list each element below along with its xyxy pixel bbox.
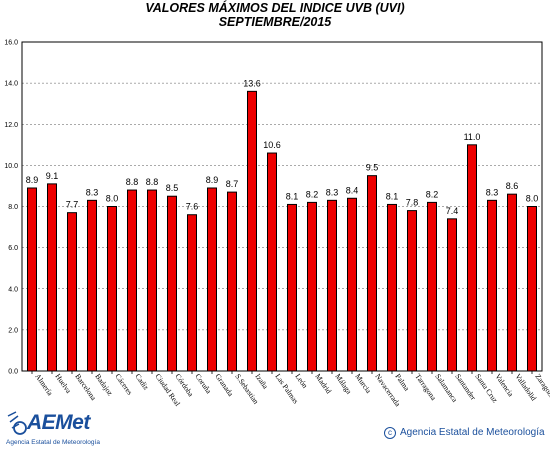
x-category-label: Murcia <box>353 372 373 395</box>
x-category-label: Cadiz <box>133 372 151 392</box>
bar <box>287 203 297 372</box>
bar <box>127 189 137 372</box>
bar <box>527 206 537 372</box>
y-tick-label: 6.0 <box>8 245 18 252</box>
data-label: 7.8 <box>406 198 419 208</box>
bar <box>367 175 377 372</box>
y-tick-label: 8.0 <box>8 204 18 211</box>
logo-wordmark: AEMet <box>27 411 90 434</box>
data-label: 8.3 <box>326 187 339 197</box>
x-category-label: Izaña <box>253 372 270 391</box>
data-label: 8.3 <box>486 187 499 197</box>
data-label: 8.2 <box>426 189 439 199</box>
data-label: 8.1 <box>386 191 399 201</box>
aemet-logo <box>7 411 27 435</box>
copyright-icon: c <box>384 427 396 439</box>
data-label: 8.8 <box>126 177 139 187</box>
data-label: 8.6 <box>506 181 519 191</box>
bar <box>227 191 237 372</box>
data-label: 9.5 <box>366 163 379 173</box>
bar <box>327 199 337 372</box>
bar <box>207 187 217 372</box>
x-category-label: Coruña <box>193 372 213 396</box>
bar <box>507 193 517 372</box>
bar <box>407 210 417 372</box>
data-label: 9.1 <box>46 171 59 181</box>
x-category-label: Málaga <box>333 372 354 396</box>
chart-title: VALORES MÁXIMOS DEL INDICE UVB (UVI) <box>145 1 405 15</box>
x-category-label: Almería <box>33 372 55 398</box>
bar <box>87 199 97 372</box>
bar <box>487 199 497 372</box>
data-label: 8.4 <box>346 185 359 195</box>
data-label: 8.0 <box>106 194 119 204</box>
data-label: 7.6 <box>186 202 199 212</box>
data-label: 11.0 <box>464 132 481 142</box>
y-tick-label: 16.0 <box>4 40 18 47</box>
data-label: 7.7 <box>66 200 79 210</box>
copyright-notice: c Agencia Estatal de Meteorología <box>384 427 545 439</box>
x-category-label: Granada <box>213 372 235 399</box>
bar <box>267 152 277 372</box>
bar <box>427 201 437 372</box>
data-label: 8.7 <box>226 179 239 189</box>
data-label: 8.2 <box>306 189 319 199</box>
bar <box>447 218 457 372</box>
y-tick-label: 12.0 <box>4 122 18 129</box>
y-tick-label: 2.0 <box>8 327 18 334</box>
bar <box>147 189 157 372</box>
bar <box>187 214 197 372</box>
data-label: 8.8 <box>146 177 159 187</box>
bar <box>347 197 357 372</box>
data-label: 8.9 <box>26 175 39 185</box>
chart-subtitle: SEPTIEMBRE/2015 <box>218 15 332 29</box>
x-category-label: Madrid <box>313 372 333 395</box>
y-tick-label: 0.0 <box>8 369 18 376</box>
data-label: 8.5 <box>166 183 179 193</box>
x-category-label: Cáceres <box>113 372 134 397</box>
bar <box>167 195 177 372</box>
bar <box>307 201 317 372</box>
bar <box>67 212 77 372</box>
sun-rays-icon <box>7 411 27 435</box>
x-category-label: Palma <box>393 372 412 393</box>
bar <box>467 144 477 372</box>
data-label: 8.1 <box>286 191 299 201</box>
data-label: 13.6 <box>243 78 261 88</box>
y-tick-label: 14.0 <box>4 81 18 88</box>
data-label: 8.0 <box>526 194 539 204</box>
y-tick-label: 4.0 <box>8 286 18 293</box>
bar <box>247 90 257 372</box>
bar <box>107 206 117 372</box>
data-label: 10.6 <box>263 140 281 150</box>
plot-frame <box>21 41 543 372</box>
data-label: 8.9 <box>206 175 219 185</box>
copyright-text: Agencia Estatal de Meteorología <box>400 427 545 438</box>
bar <box>47 183 57 372</box>
x-category-label: Huelva <box>53 372 73 395</box>
bar <box>27 187 37 372</box>
data-label: 7.4 <box>446 206 459 216</box>
bar <box>387 203 397 372</box>
data-label: 8.3 <box>86 187 99 197</box>
logo-subtitle: Agencia Estatal de Meteorología <box>6 439 100 446</box>
x-category-label: León <box>293 372 309 390</box>
y-tick-label: 10.0 <box>4 163 18 170</box>
